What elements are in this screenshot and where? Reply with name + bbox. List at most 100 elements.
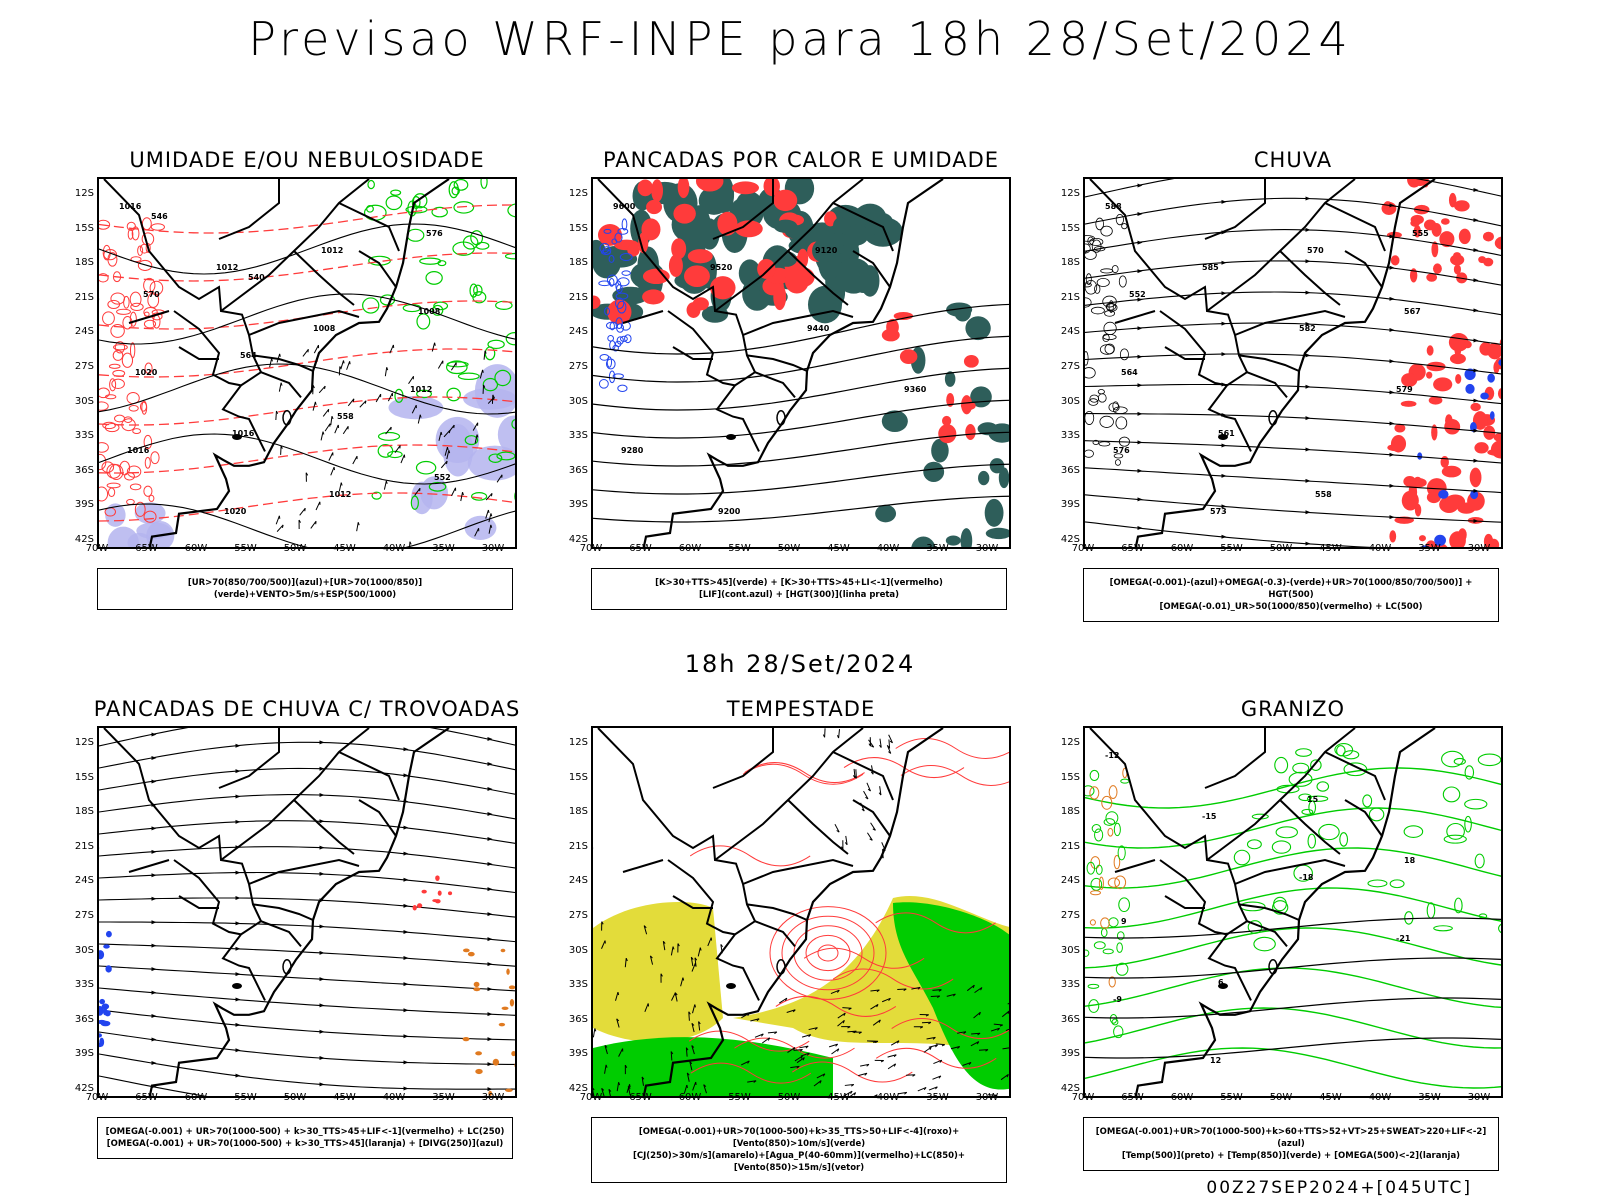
wind-850-vector (767, 1031, 778, 1035)
height-500-streamline (1085, 440, 1501, 464)
precip-contour (1085, 243, 1091, 254)
temperature-850-isotherm (1339, 832, 1349, 847)
convective-instability-red-area (757, 258, 776, 279)
legend-box: [OMEGA(-0.001)+UR>70(1000-500)+k>60+TTS>… (1083, 1117, 1499, 1171)
precipitation-red-area (1425, 540, 1437, 547)
wind-850-vector (836, 729, 841, 739)
precip-contour (1089, 237, 1104, 246)
lif-contour (611, 238, 618, 245)
divergence-blue-area (101, 1003, 110, 1010)
wind-vector (340, 360, 345, 370)
precipitation-red-area (1488, 538, 1500, 547)
lake-marker (726, 983, 736, 989)
wind-850-vector (867, 832, 873, 841)
wind-vector (451, 487, 457, 497)
low-level-streamline (742, 763, 864, 785)
country-border (1324, 202, 1386, 252)
wind-vector (479, 369, 484, 379)
convective-instability-red-area (638, 232, 649, 254)
lif-contour (616, 336, 624, 345)
height-500-streamline-arrowhead (1389, 390, 1395, 395)
precip-contour (1085, 250, 1097, 260)
wind-250-streamline (99, 897, 515, 918)
country-border (293, 250, 355, 306)
wind-vector (431, 342, 436, 352)
wind-250-streamline-arrowhead (235, 946, 241, 951)
wind-850-vector (641, 1076, 645, 1086)
temperature-850-isotherm (1301, 808, 1314, 815)
longitude-tick-label: 60W (678, 543, 702, 554)
convective-instability-green-area (852, 272, 875, 294)
humidity-1000-850-contour (496, 451, 515, 461)
convective-instability-red-area (899, 349, 918, 365)
wind-250-streamline (99, 1009, 515, 1041)
storm-orange-area (462, 1037, 470, 1042)
wind-vector (482, 384, 486, 394)
convective-instability-red-area (731, 181, 760, 195)
precipitation-red-area (1413, 204, 1430, 215)
precip-contour (1105, 302, 1117, 311)
contour-label: 585 (1202, 263, 1219, 272)
contour-label: 570 (1307, 246, 1324, 255)
omega-500-contour (1111, 1018, 1119, 1026)
wind-850-vector (854, 769, 857, 779)
humidity-1000-850-contour (445, 360, 468, 375)
wind-250-streamline (99, 767, 515, 795)
precipitation-red-area (1448, 192, 1457, 208)
precipitation-red-area (1497, 388, 1501, 400)
lake-marker (1218, 983, 1228, 989)
wind-850-vector (868, 739, 875, 748)
legend-box: [OMEGA(-0.001) + UR>70(1000-500) + k>30_… (97, 1117, 513, 1159)
precipitation-red-area (1409, 268, 1418, 283)
wind-250-streamline-arrowhead (487, 736, 493, 741)
wind-250-streamline-arrowhead (235, 1073, 241, 1078)
lif-contour (598, 280, 611, 287)
thickness-contour-west (99, 486, 109, 502)
country-border (672, 346, 713, 360)
latitude-tick-label: 36S (568, 1013, 588, 1025)
height-500-streamline-arrowhead (1389, 515, 1395, 520)
run-timestamp: 00Z27SEP2024+[045UTC] (1206, 1178, 1472, 1198)
wind-850-vector (966, 984, 975, 992)
latitude-tick-label: 12S (1060, 188, 1080, 199)
wind-850-vector (750, 1018, 760, 1022)
omega-500-contour (1101, 795, 1113, 810)
longitude-tick-label: 60W (1170, 543, 1194, 554)
wind-250-streamline-arrowhead (151, 943, 157, 948)
precip-contour (1092, 439, 1100, 446)
contour-label: 576 (426, 229, 443, 238)
thickness-contour-west (110, 292, 126, 305)
lif-contour (621, 270, 631, 276)
precipitation-red-area (1500, 391, 1501, 398)
precipitation-red-area (1494, 236, 1501, 250)
wind-850-vector (932, 989, 942, 992)
legend-line: [OMEGA(-0.001)+UR>70(1000-500)+k>60+TTS>… (1095, 1127, 1487, 1149)
wind-850-vector (692, 1004, 697, 1014)
wind-850-vector (887, 1063, 897, 1070)
humidity-1000-850-contour (377, 443, 394, 458)
humidity-1000-850-contour (494, 369, 512, 387)
precip-contour (1114, 459, 1121, 466)
longitude-tick-label: 40W (382, 1092, 406, 1103)
wind-250-streamline (99, 1053, 515, 1090)
height-500-streamline (1085, 467, 1501, 494)
wind-850-vector (816, 1073, 826, 1079)
low-level-streamline (689, 845, 811, 867)
precip-contour (1099, 415, 1114, 428)
omega-500-contour (1085, 785, 1095, 797)
thickness-contour-west (104, 394, 117, 400)
humidity-1000-850-contour (415, 460, 437, 475)
low-level-streamline (803, 947, 925, 969)
thickness-contour-west (104, 423, 120, 433)
convective-instability-green-area (826, 258, 841, 278)
country-border (1204, 179, 1266, 240)
contour-label: 558 (1315, 490, 1332, 499)
precipitation-red-area (1469, 467, 1482, 488)
temperature-850-isotherm (1477, 753, 1501, 767)
wind-250-streamline-arrowhead (487, 837, 493, 842)
height-500-streamline-arrowhead (1473, 398, 1479, 403)
wind-850-vector (670, 1051, 674, 1061)
thickness-contour-west (99, 401, 109, 411)
wind-850-vector (879, 738, 882, 748)
lif-contour (606, 356, 613, 368)
